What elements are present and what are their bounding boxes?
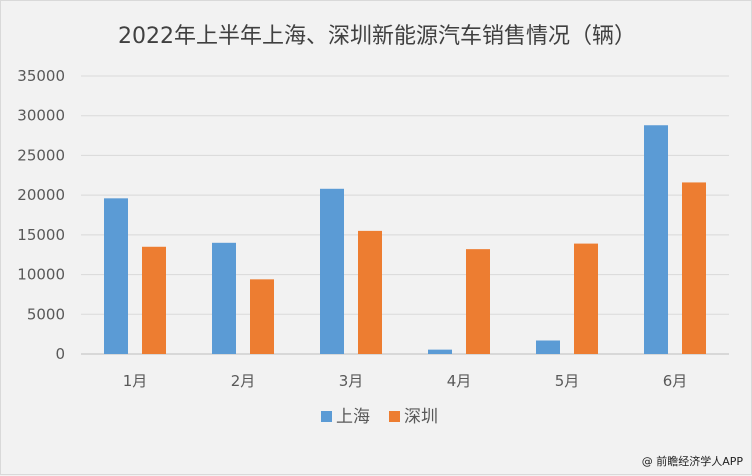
bars	[104, 125, 706, 354]
x-tick-label: 3月	[339, 372, 364, 390]
bar-shenzhen	[142, 246, 166, 354]
x-tick-label: 6月	[663, 372, 688, 390]
bar-shanghai	[428, 349, 452, 354]
legend-label: 上海	[336, 407, 370, 427]
bar-shenzhen	[682, 182, 706, 354]
gridlines	[81, 75, 729, 355]
legend-label: 深圳	[404, 407, 438, 427]
bar-shanghai	[104, 198, 128, 354]
bar-shanghai	[644, 125, 668, 354]
bar-shenzhen	[574, 243, 598, 354]
bar-shenzhen	[358, 230, 382, 354]
y-tick-label: 30000	[17, 107, 65, 125]
y-axis-ticks: 0 5000 10000 15000 20000 25000 30000 35000	[17, 67, 65, 363]
y-tick-label: 5000	[27, 305, 65, 323]
y-tick-label: 15000	[17, 226, 65, 244]
x-axis-ticks: 1月 2月 3月 4月 5月 6月	[123, 372, 688, 390]
watermark: @ 前瞻经济学人APP	[641, 455, 743, 468]
x-tick-label: 5月	[555, 372, 580, 390]
bar-shenzhen	[250, 279, 274, 354]
legend-swatch	[389, 411, 400, 422]
legend: 上海 深圳	[321, 407, 438, 427]
bar-shanghai	[212, 242, 236, 354]
chart-title: 2022年上半年上海、深圳新能源汽车销售情况（辆）	[118, 24, 636, 49]
y-tick-label: 10000	[17, 266, 65, 284]
bar-shanghai	[320, 188, 344, 354]
y-tick-label: 25000	[17, 146, 65, 164]
x-tick-label: 1月	[123, 372, 148, 390]
y-tick-label: 35000	[17, 67, 65, 85]
bar-shanghai	[536, 340, 560, 354]
bar-shenzhen	[466, 249, 490, 354]
legend-swatch	[321, 411, 332, 422]
y-tick-label: 0	[55, 345, 65, 363]
x-tick-label: 4月	[447, 372, 472, 390]
x-tick-label: 2月	[231, 372, 256, 390]
y-tick-label: 20000	[17, 186, 65, 204]
